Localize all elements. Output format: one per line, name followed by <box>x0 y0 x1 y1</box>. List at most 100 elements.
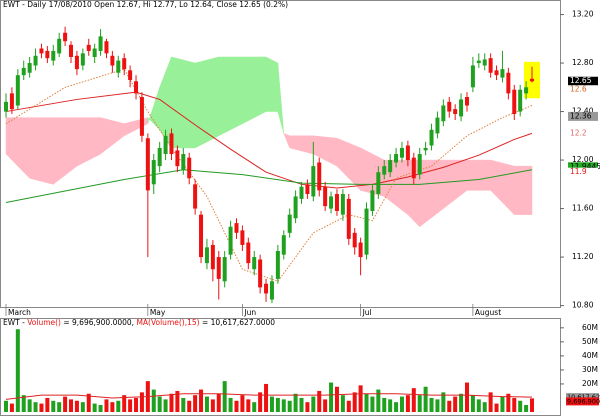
candle-body <box>63 32 68 42</box>
y-tick-label: 11.20 <box>572 252 594 261</box>
candle-body <box>145 138 150 191</box>
volume-bar <box>453 396 458 412</box>
candle-body <box>470 65 475 88</box>
volume-bar <box>464 382 469 412</box>
candle-body <box>240 230 245 245</box>
volume-title-part: MA(Volume(),15) <box>136 318 199 327</box>
candle-body <box>388 160 393 173</box>
candle-body <box>222 257 227 282</box>
candle-body <box>51 50 56 61</box>
volume-bar <box>281 399 286 412</box>
candle-body <box>376 172 381 195</box>
candle-body <box>352 232 357 248</box>
last-value-box <box>566 397 599 406</box>
candle-body <box>346 198 351 239</box>
candle-body <box>340 194 345 215</box>
volume-bar <box>86 393 91 412</box>
volume-bar <box>405 395 410 412</box>
last-value-box <box>568 85 598 95</box>
volume-panel <box>0 318 561 416</box>
candle-body <box>204 247 209 264</box>
volume-bar <box>45 397 50 412</box>
volume-bar <box>163 399 168 412</box>
candle-body <box>181 154 186 170</box>
candle-body <box>394 154 399 163</box>
volume-title-part: EWT - <box>3 318 27 327</box>
volume-bar <box>482 402 487 412</box>
volume-bar <box>429 397 434 412</box>
candle-body <box>405 145 410 161</box>
volume-bar <box>204 396 209 412</box>
volume-bar <box>9 403 14 412</box>
candle-body <box>33 55 38 66</box>
candle-body <box>399 147 404 158</box>
last-value-label: 11.9445 <box>570 162 600 171</box>
volume-bar <box>110 402 115 412</box>
candle-body <box>287 214 292 233</box>
candle-body <box>134 81 139 94</box>
volume-bar <box>299 397 304 412</box>
volume-bar <box>264 383 269 412</box>
candle-body <box>281 235 286 255</box>
volume-bar <box>329 382 334 412</box>
volume-bar <box>139 392 144 412</box>
volume-bar <box>246 399 251 412</box>
volume-bar <box>317 390 322 412</box>
volume-bar <box>193 395 198 412</box>
candle-body <box>15 75 20 106</box>
y-tick-label: 50M <box>582 337 598 346</box>
cloud-segment <box>265 56 279 112</box>
candle-body <box>334 194 339 211</box>
volume-bar <box>530 398 534 412</box>
volume-bar <box>157 396 162 412</box>
volume-bar <box>187 400 192 412</box>
x-tick-label: May <box>150 308 166 317</box>
candle-body <box>494 70 499 76</box>
last-value-label: 9,696,900 <box>567 397 600 405</box>
volume-bar <box>388 399 393 412</box>
last-value-box <box>568 162 598 172</box>
candle-body <box>476 60 481 64</box>
x-tick-label: August <box>475 308 501 317</box>
y-tick-label: 20M <box>582 379 598 388</box>
candle-body <box>482 59 487 66</box>
volume-bar <box>459 393 464 412</box>
volume-bar <box>340 395 345 412</box>
candle-body <box>423 147 428 151</box>
y-tick-label: 30M <box>582 365 598 374</box>
candle-body <box>116 60 121 73</box>
y-tick-label: 13.20 <box>572 10 594 19</box>
volume-bar <box>27 399 32 412</box>
candle-body <box>27 63 32 73</box>
last-value-box <box>568 128 598 138</box>
candle-body <box>382 166 387 175</box>
volume-bar <box>151 389 156 412</box>
volume-bar <box>74 400 79 412</box>
candle-body <box>157 147 162 167</box>
candle-body <box>246 242 251 264</box>
y-tick-label: 60M <box>582 323 598 332</box>
volume-title-part: Volume() <box>27 318 61 327</box>
volume-bar <box>104 399 109 412</box>
candle-body <box>80 53 85 66</box>
candle-body <box>210 244 215 270</box>
candle-body <box>187 157 192 179</box>
volume-bar <box>311 396 316 412</box>
cloud-segment <box>277 63 285 134</box>
y-tick-label: 12.80 <box>572 58 594 67</box>
candle-body <box>9 93 14 110</box>
last-value-label: 12.36 <box>570 111 592 120</box>
candle-body <box>104 41 109 54</box>
volume-bar <box>417 395 422 412</box>
candle-body <box>252 257 257 270</box>
last-value-box <box>566 393 599 402</box>
cloud-segment <box>171 56 196 149</box>
cloud-segment <box>466 159 491 191</box>
candle-body <box>228 226 233 255</box>
volume-bar <box>293 393 298 412</box>
volume-bar <box>399 396 404 412</box>
volume-bar <box>394 402 399 412</box>
volume-bar <box>216 393 221 412</box>
volume-bar <box>21 395 26 412</box>
candle-body <box>39 48 44 54</box>
